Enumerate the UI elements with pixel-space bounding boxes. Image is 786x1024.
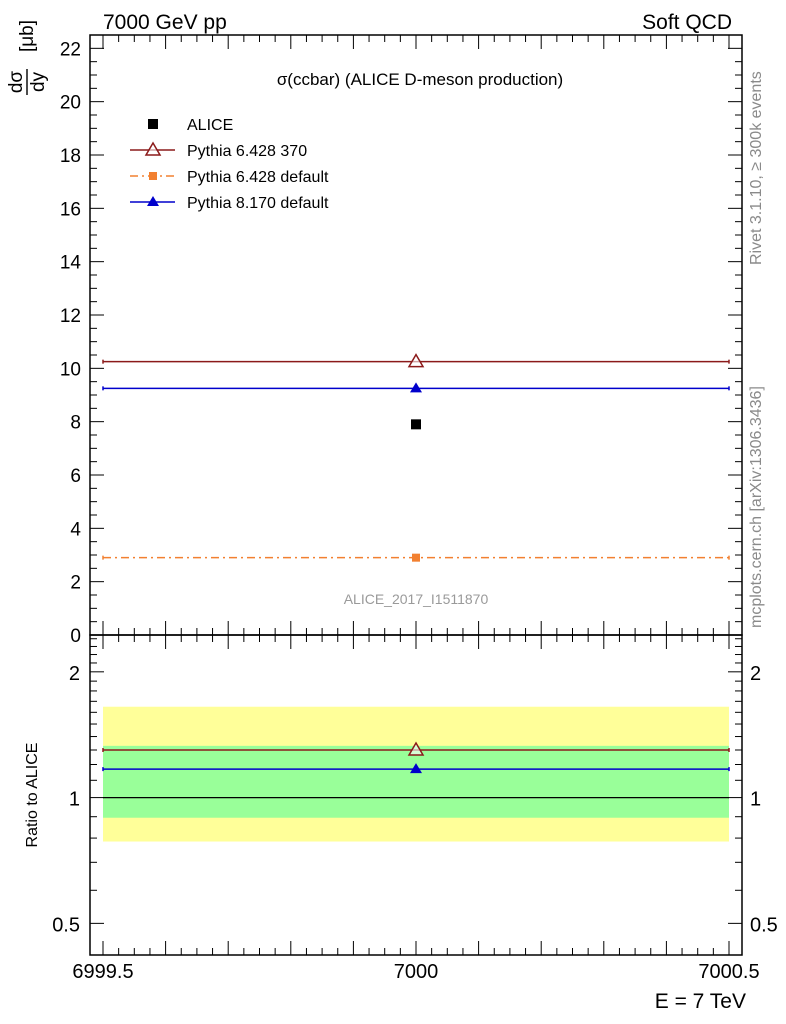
category-label: Soft QCD — [642, 11, 732, 34]
main-plot-title: σ(ccbar) (ALICE D-meson production) — [277, 70, 563, 89]
x-axis-label: E = 7 TeV — [655, 990, 746, 1013]
energy-label: 7000 GeV pp — [103, 11, 227, 34]
legend-label: Pythia 6.428 370 — [187, 143, 307, 160]
ratio-y-tick-label-left: 2 — [69, 663, 80, 685]
y-tick-label: 0 — [70, 626, 81, 647]
ylabel-numerator: dσ — [6, 71, 27, 94]
ratio-plot: 0.5 0.5 1 1 2 2 6999.5 7000 7000.5 Ratio to ALIC… — [24, 634, 778, 983]
y-tick-label: 20 — [60, 93, 81, 114]
y-tick-label: 2 — [70, 573, 81, 594]
y-tick-label: 16 — [60, 199, 81, 220]
x-tick-label: 6999.5 — [72, 961, 133, 983]
ratio-bands — [103, 706, 729, 842]
y-tick-label: 4 — [70, 519, 81, 540]
legend-marker — [147, 196, 159, 206]
ratio-y-tick-label-left: 0.5 — [52, 914, 80, 936]
series-point-0 — [411, 419, 421, 430]
main-series-layer — [102, 353, 730, 562]
analysis-id-label: ALICE_2017_I1511870 — [344, 591, 489, 607]
legend-marker — [148, 119, 158, 129]
y-tick-label: 10 — [60, 359, 81, 380]
ratio-y-tick-label-right: 2 — [750, 663, 761, 685]
ratio-y-tick-label-right: 0.5 — [750, 914, 778, 936]
series-point-3 — [410, 382, 422, 393]
ratio-series-layer — [102, 741, 730, 774]
y-tick-label: 12 — [60, 306, 81, 327]
ratio-y-tick-label-left: 1 — [69, 789, 80, 811]
legend-marker — [149, 172, 157, 180]
series-point-1 — [407, 353, 425, 368]
legend-label: Pythia 8.170 default — [187, 195, 329, 212]
legend-marker — [144, 141, 162, 156]
main-y-axis-label: dσ dy [μb] — [6, 20, 49, 95]
x-tick-label: 7000.5 — [698, 961, 759, 983]
y-tick-label: 18 — [60, 146, 81, 167]
legend-label: Pythia 6.428 default — [187, 169, 329, 186]
uncertainty-band — [103, 745, 729, 818]
main-ticks: 0 2 4 6 8 10 12 14 16 18 20 22 — [60, 34, 742, 647]
y-tick-label: 8 — [70, 413, 81, 434]
ratio-y-tick-label-right: 1 — [750, 789, 761, 811]
main-plot: 0 2 4 6 8 10 12 14 16 18 20 22 σ(ccbar) (ALICE D-me… — [6, 20, 743, 647]
y-tick-label: 6 — [70, 466, 81, 487]
ylabel-denominator: dy — [28, 71, 49, 92]
legend-label: ALICE — [187, 117, 233, 134]
y-tick-label: 14 — [60, 253, 82, 274]
series-point-2 — [412, 553, 420, 562]
ylabel-unit: [μb] — [17, 20, 38, 52]
ratio-point-1 — [410, 763, 422, 774]
y-tick-label: 22 — [60, 39, 81, 60]
ratio-ticks: 0.5 0.5 1 1 2 2 6999.5 7000 7000.5 — [52, 635, 778, 983]
ratio-point-0 — [407, 741, 425, 756]
source-label: mcplots.cern.ch [arXiv:1306.3436] — [748, 386, 765, 628]
rivet-version-label: Rivet 3.1.10, ≥ 300k events — [748, 71, 765, 265]
legend: ALICE Pythia 6.428 370 Pythia 6.428 defaul… — [130, 117, 329, 212]
x-tick-label: 7000 — [394, 961, 439, 983]
ratio-y-axis-label: Ratio to ALICE — [24, 743, 41, 848]
